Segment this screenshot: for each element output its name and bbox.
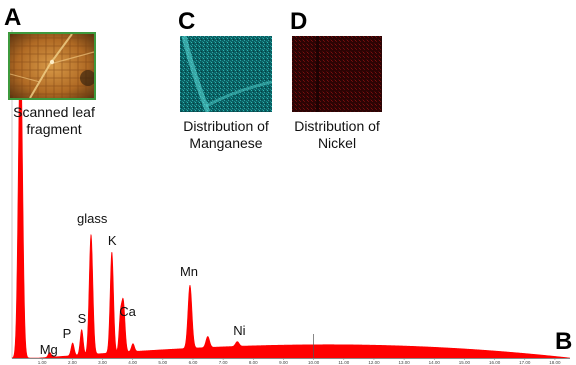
caption-line: fragment [26, 121, 82, 137]
x-tick-label: 6.00 [189, 360, 198, 365]
caption-leaf-fragment: Scanned leaf fragment [0, 104, 110, 138]
caption-line: Nickel [317, 135, 357, 151]
panel-letter-c: C [178, 8, 196, 35]
x-tick-label: 2.00 [68, 360, 77, 365]
caption-line: Distribution of [294, 118, 380, 134]
peak-label-ni: Ni [233, 322, 246, 338]
panel-letter-b: B [555, 328, 573, 355]
panel-letter-a: A [4, 4, 22, 31]
x-tick-label: 8.00 [249, 360, 258, 365]
peak-label-mg: Mg [39, 341, 58, 357]
nickel-distribution-map [292, 36, 382, 112]
spectrum-area [11, 42, 571, 359]
nickel-map-texture [292, 36, 382, 112]
caption-nickel: Distribution of Nickel [282, 118, 392, 152]
leaf-texture [10, 34, 94, 98]
caption-line: Scanned leaf [13, 104, 95, 120]
x-tick-layer: 1.00 2.00 3.00 4.00 5.00 6.00 7.00 8.00 9.00 10.0… [38, 358, 561, 365]
x-tick-label: 4.00 [128, 360, 137, 365]
x-tick-label: 14.00 [429, 360, 441, 365]
x-tick-label: 11.00 [338, 360, 349, 365]
manganese-distribution-map [180, 36, 272, 112]
peak-label-ca: Ca [119, 303, 136, 319]
peak-label-s: S [77, 310, 87, 326]
leaf-fragment-image [8, 32, 96, 100]
x-tick-label: 13.00 [398, 360, 410, 365]
x-tick-label: 12.00 [368, 360, 380, 365]
peak-label-glass: glass [77, 211, 108, 227]
x-tick-label: 18.00 [549, 360, 561, 365]
manganese-map-texture [180, 36, 272, 112]
peak-label-mn: Mn [179, 264, 199, 280]
x-tick-label: 1.00 [38, 360, 47, 365]
x-tick-label: 9.00 [279, 360, 288, 365]
x-tick-label: 10.00 [308, 360, 320, 365]
peak-label-k: K [107, 232, 117, 248]
x-tick-label: 5.00 [158, 360, 167, 365]
x-tick-label: 3.00 [98, 360, 107, 365]
caption-manganese: Distribution of Manganese [170, 118, 282, 152]
x-tick-label: 15.00 [459, 360, 471, 365]
caption-line: Distribution of [183, 118, 269, 134]
x-tick-label: 16.00 [489, 360, 501, 365]
peak-label-p: P [62, 325, 72, 341]
x-tick-label: 7.00 [219, 360, 228, 365]
x-tick-label: 17.00 [519, 360, 531, 365]
panel-letter-d: D [290, 8, 308, 35]
caption-line: Manganese [189, 135, 263, 151]
